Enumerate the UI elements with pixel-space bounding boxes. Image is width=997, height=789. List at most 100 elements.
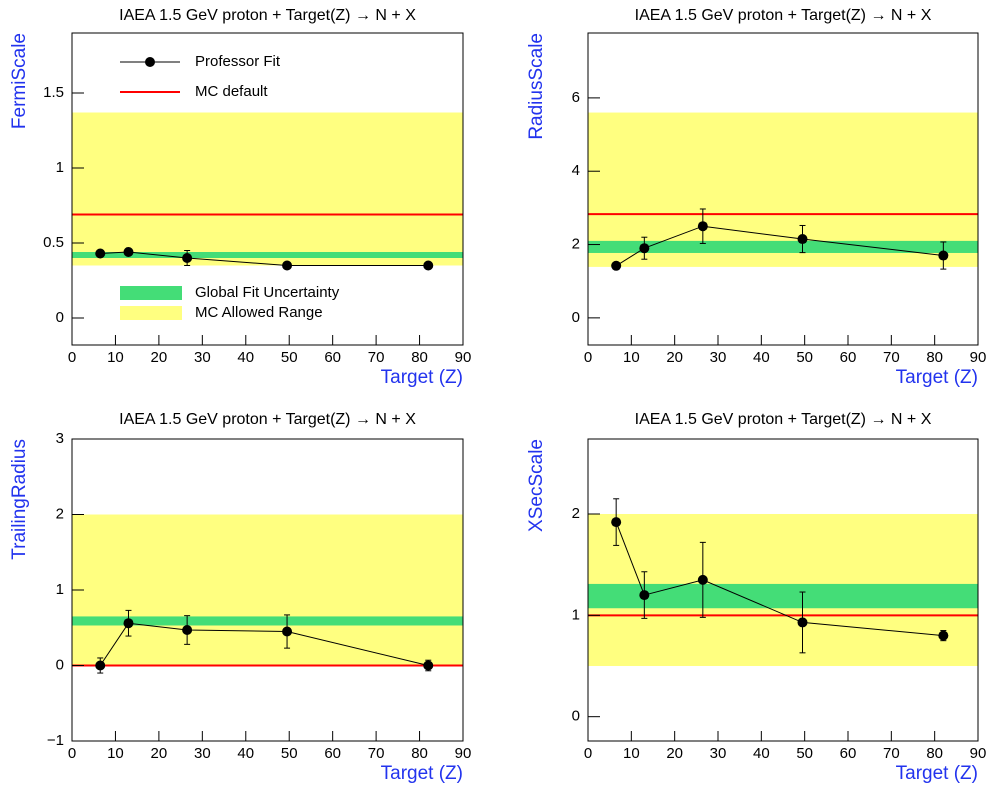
x-tick-label: 50 <box>281 745 298 762</box>
data-point <box>938 630 949 641</box>
x-tick-label: 90 <box>970 745 987 762</box>
x-tick-label: 50 <box>796 349 813 366</box>
legend-swatch <box>120 306 182 320</box>
y-tick-label: 2 <box>572 236 580 253</box>
x-axis-label: Target (Z) <box>381 367 463 388</box>
x-tick-label: 80 <box>411 349 428 366</box>
legend-label: MC Allowed Range <box>195 304 323 321</box>
y-axis-label: FermiScale <box>9 33 30 129</box>
y-axis-label: XSecScale <box>526 439 547 532</box>
y-axis-label: TrailingRadius <box>9 439 30 560</box>
x-tick-label: 10 <box>107 349 124 366</box>
x-axis-label: Target (Z) <box>896 367 978 388</box>
allowed-range-band <box>72 514 463 666</box>
data-point <box>938 250 949 261</box>
y-tick-label: 0.5 <box>43 234 64 251</box>
allowed-range-band <box>72 112 463 266</box>
legend-swatch <box>120 286 182 300</box>
x-tick-label: 30 <box>194 745 211 762</box>
legend-label: MC default <box>195 83 268 100</box>
data-point <box>123 618 134 629</box>
data-point <box>697 221 708 232</box>
x-tick-label: 70 <box>368 349 385 366</box>
x-tick-label: 90 <box>970 349 987 366</box>
data-point <box>423 660 434 671</box>
panel: 0 10 20 30 40 50 60 70 80 90 0 0.5 1 1.5 IAEA 1.5 GeV … <box>9 7 471 388</box>
legend-label: Global Fit Uncertainty <box>195 284 340 301</box>
x-tick-label: 80 <box>926 349 943 366</box>
y-tick-label: 1 <box>572 606 580 623</box>
chart-title: IAEA 1.5 GeV proton + Target(Z) → N + X <box>119 411 416 428</box>
panel: 0 10 20 30 40 50 60 70 80 90 0 2 4 6 IAEA 1.5 GeV prot… <box>526 7 986 388</box>
x-tick-label: 30 <box>710 745 727 762</box>
y-tick-label: 0 <box>56 309 64 326</box>
x-tick-label: 60 <box>324 745 341 762</box>
x-tick-label: 60 <box>840 745 857 762</box>
x-tick-label: 80 <box>926 745 943 762</box>
x-tick-label: 40 <box>753 349 770 366</box>
x-tick-label: 10 <box>107 745 124 762</box>
data-point <box>611 517 622 528</box>
x-tick-label: 20 <box>666 349 683 366</box>
x-tick-label: 40 <box>237 349 254 366</box>
x-tick-label: 70 <box>368 745 385 762</box>
x-axis-label: Target (Z) <box>381 763 463 784</box>
y-tick-label: 0 <box>56 656 64 673</box>
y-tick-label: 2 <box>572 505 580 522</box>
x-tick-label: 10 <box>623 349 640 366</box>
data-point <box>797 617 808 628</box>
global-fit-band <box>588 240 978 253</box>
x-tick-label: 0 <box>68 349 76 366</box>
x-tick-label: 70 <box>883 745 900 762</box>
x-tick-label: 0 <box>584 745 592 762</box>
x-tick-label: 10 <box>623 745 640 762</box>
y-tick-label: 0 <box>572 708 580 725</box>
global-fit-band <box>72 616 463 626</box>
x-tick-label: 60 <box>324 349 341 366</box>
y-tick-label: 1 <box>56 581 64 598</box>
data-point <box>797 234 808 245</box>
y-axis-label: RadiusScale <box>526 33 547 140</box>
x-axis-label: Target (Z) <box>896 763 978 784</box>
x-tick-label: 0 <box>584 349 592 366</box>
data-point <box>697 574 708 585</box>
panel: 0 10 20 30 40 50 60 70 80 90 0 1 2 IAEA 1.5 GeV proto… <box>526 411 986 784</box>
chart-title: IAEA 1.5 GeV proton + Target(Z) → N + X <box>635 411 932 428</box>
legend-label: Professor Fit <box>195 53 281 70</box>
data-point <box>123 247 134 257</box>
y-tick-label: −1 <box>47 732 64 749</box>
x-tick-label: 30 <box>194 349 211 366</box>
x-tick-label: 50 <box>796 745 813 762</box>
data-point <box>423 260 434 271</box>
x-tick-label: 20 <box>151 349 168 366</box>
x-tick-label: 20 <box>151 745 168 762</box>
y-tick-label: 0 <box>572 309 580 326</box>
data-point <box>182 625 193 636</box>
data-point <box>282 626 293 637</box>
x-tick-label: 80 <box>411 745 428 762</box>
y-tick-label: 1.5 <box>43 84 64 101</box>
x-tick-label: 60 <box>840 349 857 366</box>
x-tick-label: 20 <box>666 745 683 762</box>
global-fit-band <box>72 252 463 258</box>
y-tick-label: 1 <box>56 159 64 176</box>
legend-marker <box>145 57 155 67</box>
x-tick-label: 40 <box>237 745 254 762</box>
plot-frame <box>71 32 464 346</box>
y-tick-label: 3 <box>56 430 64 447</box>
x-tick-label: 30 <box>710 349 727 366</box>
data-point <box>282 260 293 271</box>
data-point <box>95 660 106 671</box>
global-fit-band <box>588 583 978 609</box>
y-tick-label: 4 <box>572 162 580 179</box>
y-tick-label: 6 <box>572 89 580 106</box>
chart-title: IAEA 1.5 GeV proton + Target(Z) → N + X <box>119 7 416 24</box>
data-point <box>639 243 650 254</box>
data-point <box>95 248 106 259</box>
data-point <box>639 590 650 601</box>
x-tick-label: 90 <box>455 745 472 762</box>
y-tick-label: 2 <box>56 505 64 522</box>
